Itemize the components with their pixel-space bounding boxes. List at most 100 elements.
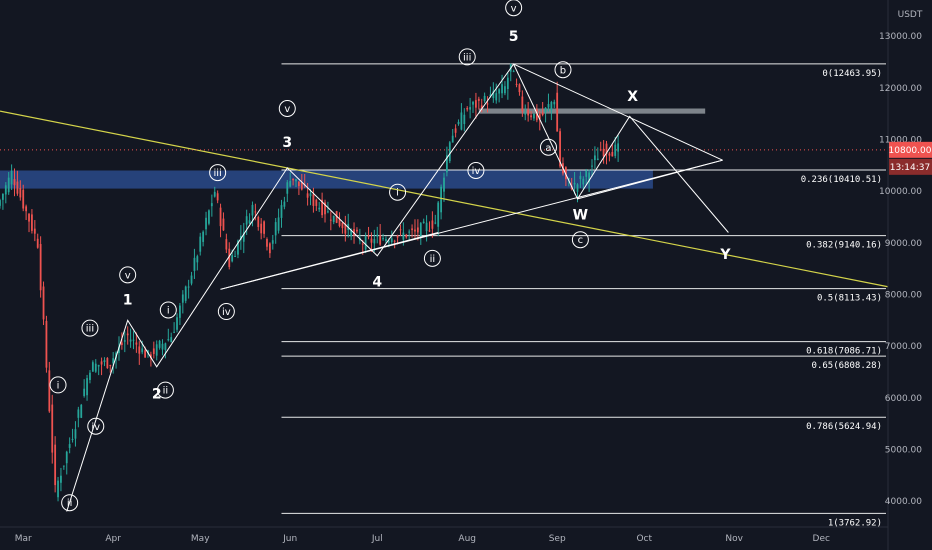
wave-label-text: iii [213, 168, 221, 179]
wave-label-text: Y [719, 247, 731, 263]
candle-body [86, 378, 88, 396]
candle-body [414, 229, 416, 232]
candle-body [112, 358, 115, 364]
target-zone-box [478, 108, 706, 114]
candle-body [208, 210, 210, 224]
candle-body [332, 215, 335, 223]
candle-body [550, 102, 553, 111]
price-tick-label: 5000.00 [885, 446, 922, 456]
candle-body [152, 348, 155, 354]
candle-body [611, 151, 614, 157]
candle-body [181, 294, 184, 303]
candle-body [31, 214, 33, 231]
candle-body [451, 135, 454, 143]
candle-body [277, 217, 280, 231]
candle-body [248, 220, 251, 224]
candle-body [538, 114, 541, 120]
candle-body [376, 234, 379, 237]
candle-body [138, 346, 141, 354]
candle-body [263, 221, 265, 234]
candle-body [527, 109, 530, 116]
candle-body [228, 248, 231, 267]
candle-body [193, 257, 196, 271]
candle-body [370, 238, 373, 243]
candle-body [196, 256, 199, 263]
candle-body [506, 77, 509, 90]
countdown-badge [889, 158, 932, 175]
wave-label-circle [156, 381, 174, 399]
candle-body [25, 206, 28, 212]
candle-body [387, 241, 390, 243]
candle-body [42, 286, 45, 320]
candle-body [10, 170, 13, 185]
wave-label-text: iv [222, 307, 231, 318]
wave-label-text: iv [472, 166, 481, 177]
candle-body [356, 229, 358, 232]
wave-label-circle [278, 100, 296, 117]
fib-level-label: 0.236(10410.51) [801, 175, 882, 185]
candle-body [187, 286, 190, 288]
wave-label-text: W [573, 207, 588, 223]
time-tick-label: Nov [725, 534, 743, 544]
fib-level-label: 0.382(9140.16) [806, 241, 882, 251]
candle-body [541, 112, 544, 115]
candle-body [411, 228, 413, 231]
wave-label-circle [505, 0, 523, 17]
wave-label-text: X [627, 89, 638, 105]
candle-body [324, 202, 326, 215]
candle-body [19, 187, 22, 198]
candle-body [408, 231, 411, 233]
candle-body [431, 220, 434, 229]
time-tick-label: Dec [813, 534, 830, 544]
candle-body [321, 199, 324, 216]
candle-body [60, 475, 62, 483]
candle-body [103, 360, 106, 363]
candle-body [268, 243, 271, 254]
wave-label-circle [467, 162, 485, 179]
price-tick-label: 9000.00 [885, 239, 922, 249]
wave-label-circle [209, 164, 227, 182]
candle-body [608, 153, 611, 156]
wave-label-text: ii [430, 254, 436, 265]
candle-body [94, 363, 97, 372]
fib-level-label: 0.618(7086.71) [806, 347, 882, 357]
candle-body [45, 320, 48, 368]
fib-level-label: 1(3762.92) [828, 518, 882, 528]
candle-body [123, 340, 126, 342]
candle-body [588, 172, 590, 183]
candle-body [518, 84, 521, 93]
candle-body [512, 71, 515, 73]
candle-body [33, 228, 36, 234]
candle-body [440, 186, 442, 213]
candle-body [428, 230, 431, 232]
candle-body [257, 216, 260, 227]
candle-body [237, 240, 239, 255]
candle-body [39, 244, 42, 291]
wave-label-circle [49, 376, 67, 394]
candle-body [16, 181, 19, 194]
candle-body [150, 354, 152, 359]
candle-body [254, 211, 257, 213]
wave-label-text: ii [163, 386, 169, 397]
candle-body [266, 239, 268, 247]
candle-body [443, 177, 445, 192]
candle-body [364, 236, 367, 250]
candle-body [379, 235, 382, 245]
candle-body [57, 480, 59, 498]
wave-label-circle [217, 303, 235, 321]
time-tick-label: Aug [458, 534, 476, 544]
candle-body [260, 223, 263, 234]
candle-body [480, 105, 483, 109]
candle-body [483, 95, 486, 102]
candle-body [492, 91, 495, 99]
candle-body [202, 231, 205, 242]
wave-label-text: v [284, 104, 290, 115]
candle-body [231, 255, 234, 262]
candle-body [564, 167, 567, 179]
candle-body [292, 178, 294, 181]
candle-body [176, 317, 178, 330]
wave-label-circle [458, 48, 476, 66]
candle-body [579, 175, 582, 180]
